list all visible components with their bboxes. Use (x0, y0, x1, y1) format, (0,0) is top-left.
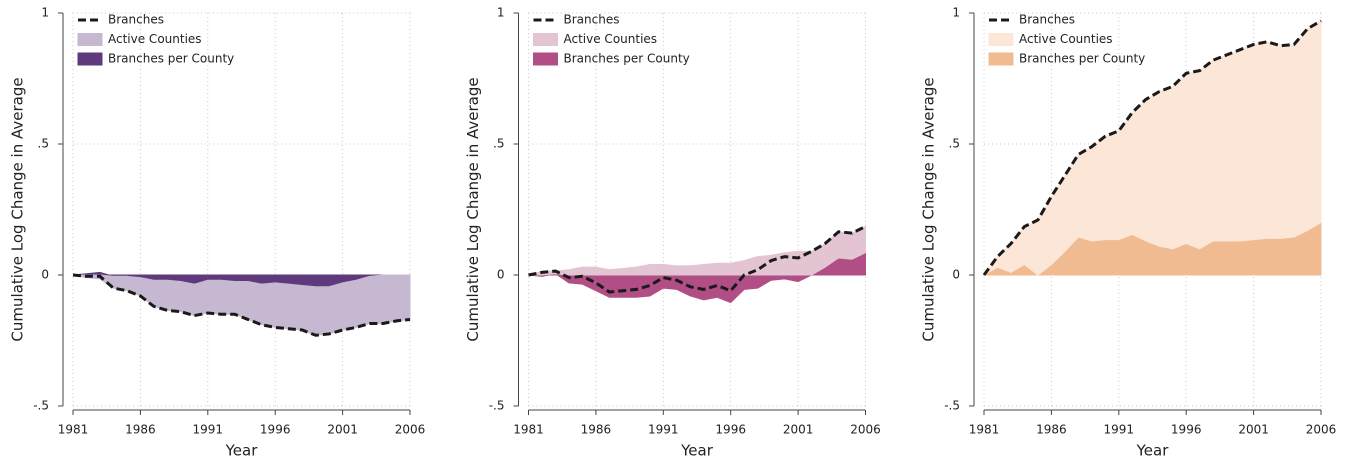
x-tick-label: 1986 (1036, 423, 1067, 437)
y-tick-label: -.5 (944, 399, 960, 413)
legend-swatch (533, 33, 558, 46)
x-tick-label: 1996 (1171, 423, 1202, 437)
x-tick-label: 2006 (1306, 423, 1337, 437)
y-tick-label: .5 (38, 137, 49, 151)
legend-label: Active Counties (1019, 32, 1113, 46)
legend-label: Branches per County (564, 52, 690, 66)
y-tick-label: .5 (493, 137, 504, 151)
legend-swatch (77, 33, 103, 46)
x-tick-label: 1991 (193, 423, 224, 437)
x-tick-label: 1991 (648, 423, 679, 437)
line (982, 19, 1322, 276)
legend-label: Branches (564, 13, 620, 27)
x-axis-label: Year (680, 442, 714, 460)
y-axis-label: Cumulative Log Change in Average (9, 77, 27, 341)
x-tick-label: 1986 (125, 423, 156, 437)
panel: -.5 0 .5 1 1981 1986 1991 1996 2001 2006 Year Cumul… (464, 6, 881, 460)
x-tick-label: 2001 (1238, 423, 1269, 437)
legend-swatch (77, 52, 103, 66)
y-tick-label: 0 (952, 268, 960, 282)
area (983, 19, 1322, 276)
legend-label: Active Counties (564, 32, 658, 46)
x-tick-label: 2006 (850, 423, 881, 437)
legend-label: Branches per County (108, 52, 234, 66)
x-tick-label: 2006 (395, 423, 426, 437)
y-tick-label: -.5 (33, 399, 49, 413)
y-tick-label: .5 (949, 137, 960, 151)
y-axis-label: Cumulative Log Change in Average (920, 77, 938, 341)
y-tick-label: 1 (497, 6, 505, 20)
legend-label: Branches (108, 13, 164, 27)
line (528, 225, 867, 294)
legend-label: Branches per County (1019, 52, 1145, 66)
legend-label: Branches (1019, 13, 1075, 27)
x-axis-label: Year (1136, 442, 1170, 460)
y-tick-label: 1 (952, 6, 960, 20)
x-tick-label: 1981 (969, 423, 1000, 437)
x-tick-label: 1981 (58, 423, 89, 437)
y-tick-label: 0 (497, 268, 505, 282)
x-tick-label: 1991 (1104, 423, 1135, 437)
line (72, 273, 411, 337)
panel: -.5 0 .5 1 1981 1986 1991 1996 2001 2006 Year Cumul… (920, 6, 1337, 460)
area (528, 225, 866, 276)
y-axis-label: Cumulative Log Change in Average (464, 77, 482, 341)
y-tick-label: -.5 (489, 399, 505, 413)
y-tick-label: 1 (41, 6, 49, 20)
x-tick-label: 1996 (715, 423, 746, 437)
x-tick-label: 2001 (783, 423, 814, 437)
y-tick-label: 0 (41, 268, 49, 282)
panel: -.5 0 .5 1 1981 1986 1991 1996 2001 2006 Year Cumul… (9, 6, 426, 460)
x-tick-label: 1996 (260, 423, 291, 437)
legend-swatch (988, 52, 1014, 66)
x-tick-label: 1986 (581, 423, 612, 437)
x-tick-label: 1981 (513, 423, 544, 437)
legend-swatch (533, 52, 558, 66)
legend-swatch (988, 33, 1014, 46)
x-axis-label: Year (225, 442, 259, 460)
x-tick-label: 2001 (327, 423, 358, 437)
legend-label: Active Counties (108, 32, 202, 46)
